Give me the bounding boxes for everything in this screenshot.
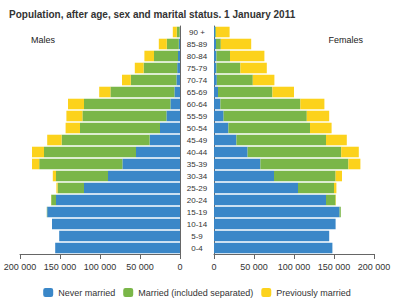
svg-text:50 000: 50 000 xyxy=(240,262,268,272)
svg-text:50-54: 50-54 xyxy=(187,124,208,133)
svg-text:85-89: 85-89 xyxy=(187,40,208,49)
svg-text:15-19: 15-19 xyxy=(187,208,208,217)
svg-text:5-9: 5-9 xyxy=(191,232,203,241)
svg-text:70-74: 70-74 xyxy=(187,76,208,85)
svg-text:Population, after age, sex and: Population, after age, sex and marital s… xyxy=(9,9,296,20)
svg-text:0: 0 xyxy=(211,262,216,272)
svg-text:200 000: 200 000 xyxy=(4,262,37,272)
svg-text:100 000: 100 000 xyxy=(278,262,311,272)
svg-text:40-44: 40-44 xyxy=(187,148,208,157)
svg-text:65-69: 65-69 xyxy=(187,88,208,97)
svg-text:Married (included separated): Married (included separated) xyxy=(138,288,253,298)
svg-text:20-24: 20-24 xyxy=(187,196,208,205)
svg-text:200 000: 200 000 xyxy=(358,262,391,272)
svg-text:60-64: 60-64 xyxy=(187,100,208,109)
svg-text:Previously married: Previously married xyxy=(276,288,351,298)
svg-text:75-79: 75-79 xyxy=(187,64,208,73)
svg-text:0: 0 xyxy=(177,262,182,272)
svg-text:Males: Males xyxy=(31,35,56,45)
svg-text:10-14: 10-14 xyxy=(187,220,208,229)
svg-text:0-4: 0-4 xyxy=(191,244,203,253)
svg-text:30-34: 30-34 xyxy=(187,172,208,181)
svg-text:80-84: 80-84 xyxy=(187,52,208,61)
svg-text:25-29: 25-29 xyxy=(187,184,208,193)
svg-text:Females: Females xyxy=(328,35,363,45)
svg-text:50 000: 50 000 xyxy=(126,262,154,272)
svg-text:35-39: 35-39 xyxy=(187,160,208,169)
svg-text:150 000: 150 000 xyxy=(44,262,77,272)
svg-text:150 000: 150 000 xyxy=(318,262,351,272)
svg-text:90 +: 90 + xyxy=(189,28,205,37)
svg-text:55-59: 55-59 xyxy=(187,112,208,121)
svg-text:45-49: 45-49 xyxy=(187,136,208,145)
svg-text:100 000: 100 000 xyxy=(84,262,117,272)
svg-text:Never married: Never married xyxy=(58,288,115,298)
